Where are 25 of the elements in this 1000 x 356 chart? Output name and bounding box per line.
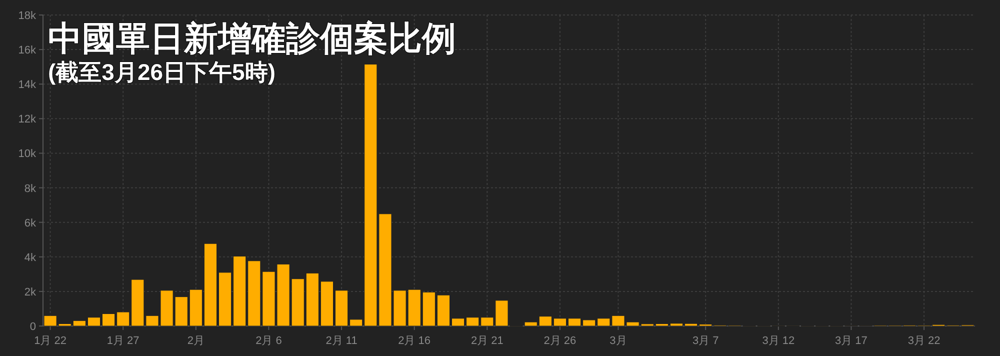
y-tick-label: 18k xyxy=(18,10,36,22)
y-tick-label: 14k xyxy=(18,79,36,92)
y-tick-label: 2k xyxy=(24,286,36,298)
x-tick-label: 1月 22 xyxy=(34,335,66,347)
x-tick-label: 3月 22 xyxy=(908,335,940,347)
x-tick-label: 3月 12 xyxy=(762,335,795,347)
x-tick-label: 3月 17 xyxy=(835,335,868,347)
y-tick-label: 16k xyxy=(18,44,36,57)
y-tick-label: 4k xyxy=(24,252,36,264)
x-tick-label: 2月 21 xyxy=(470,335,504,347)
y-tick-label: 10k xyxy=(18,148,36,160)
y-tick-label: 8k xyxy=(24,182,36,195)
x-tick-label: 2月 16 xyxy=(398,335,431,347)
y-tick-label: 6k xyxy=(24,217,36,230)
x-tick-label: 2月 6 xyxy=(256,335,282,347)
x-tick-label: 2月 xyxy=(187,335,204,347)
chart-title: 中國單日新增確診個案比例 xyxy=(48,20,456,58)
x-tick-label: 3月 7 xyxy=(692,335,719,347)
y-tick-label: 0 xyxy=(30,321,36,333)
x-tick-label: 1月 27 xyxy=(106,335,140,347)
x-tick-label: 3月 xyxy=(610,335,627,347)
x-tick-label: 2月 26 xyxy=(544,335,576,347)
text: (截至3月26日下午5時) xyxy=(48,59,276,85)
x-tick-label: 2月 11 xyxy=(326,335,358,347)
y-tick-label: 12k xyxy=(18,114,36,126)
